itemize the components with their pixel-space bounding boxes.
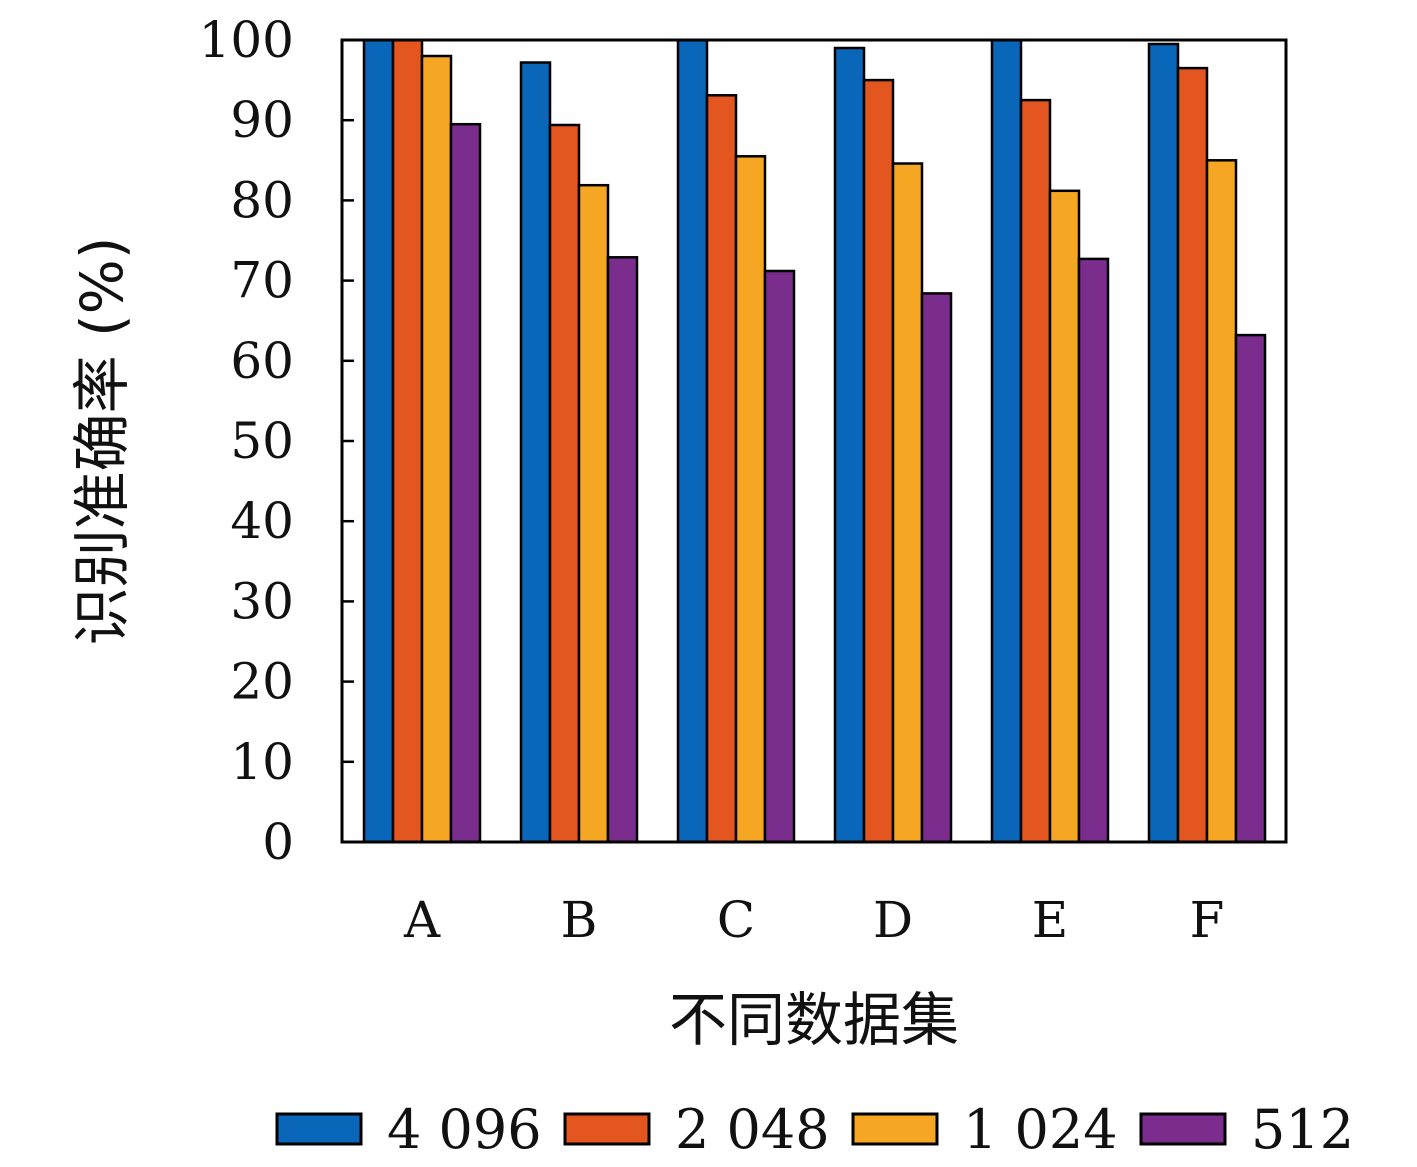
bar-B-series-2 <box>548 123 581 844</box>
bar-A-series-1 <box>362 38 395 844</box>
bar-A-series-4 <box>449 122 482 844</box>
y-tick-label: 20 <box>230 653 294 711</box>
bar-A-series-2 <box>391 38 424 844</box>
y-tick-label: 0 <box>262 813 294 871</box>
y-tick-label: 90 <box>230 91 294 149</box>
bar-C-series-4 <box>763 269 796 844</box>
x-tick-label: F <box>1190 891 1225 949</box>
bar-F-series-4 <box>1234 333 1267 844</box>
y-tick-label: 50 <box>230 412 294 470</box>
bar-A-series-3 <box>420 54 453 844</box>
bar-D-series-2 <box>862 78 895 844</box>
legend: 4 096 2 048 1 024 512 <box>275 1098 1354 1161</box>
bar-B-series-4 <box>606 256 639 844</box>
bar-D-series-3 <box>891 162 924 844</box>
y-tick-label: 70 <box>230 252 294 310</box>
bar-F-series-2 <box>1176 66 1209 844</box>
bar-B-series-1 <box>519 61 552 844</box>
legend-swatch-series-1 <box>275 1112 363 1146</box>
bar-E-series-2 <box>1019 98 1052 844</box>
bar-F-series-1 <box>1147 42 1180 844</box>
y-tick-label: 10 <box>230 733 294 791</box>
bar-C-series-2 <box>705 94 738 844</box>
x-axis-title: 不同数据集 <box>669 986 959 1054</box>
bar-E-series-3 <box>1048 189 1081 844</box>
y-tick-label: 40 <box>230 492 294 550</box>
legend-label-series-2: 2 048 <box>675 1098 830 1161</box>
plot-frame <box>340 38 1288 844</box>
bar-E-series-4 <box>1077 257 1110 844</box>
legend-label-series-3: 1 024 <box>963 1098 1118 1161</box>
x-tick-label: A <box>403 891 441 949</box>
bar-C-series-1 <box>676 38 709 844</box>
bar-F-series-3 <box>1205 159 1238 844</box>
y-axis-title: 识别准确率 (%) <box>68 237 136 646</box>
x-tick-label: D <box>873 891 913 949</box>
x-tick-label: B <box>561 891 598 949</box>
y-tick-label: 100 <box>199 11 294 69</box>
legend-swatch-series-2 <box>563 1112 651 1146</box>
legend-swatch-series-4 <box>1139 1112 1227 1146</box>
legend-label-series-4: 512 <box>1251 1098 1354 1161</box>
legend-swatch-series-3 <box>851 1112 939 1146</box>
bars-layer <box>362 38 1267 844</box>
x-axis: A B C D E F <box>403 891 1224 949</box>
x-tick-label: C <box>717 891 755 949</box>
y-tick-label: 80 <box>230 171 294 229</box>
bar-C-series-3 <box>734 155 767 844</box>
bar-D-series-4 <box>920 292 953 844</box>
y-axis: 0 10 20 30 40 50 60 70 80 90 100 <box>199 11 354 871</box>
legend-label-series-1: 4 096 <box>387 1098 542 1161</box>
x-tick-label: E <box>1032 891 1069 949</box>
bar-E-series-1 <box>990 38 1023 844</box>
bar-D-series-1 <box>833 46 866 844</box>
y-tick-label: 60 <box>230 332 294 390</box>
bar-B-series-3 <box>577 183 610 844</box>
y-tick-label: 30 <box>230 572 294 630</box>
